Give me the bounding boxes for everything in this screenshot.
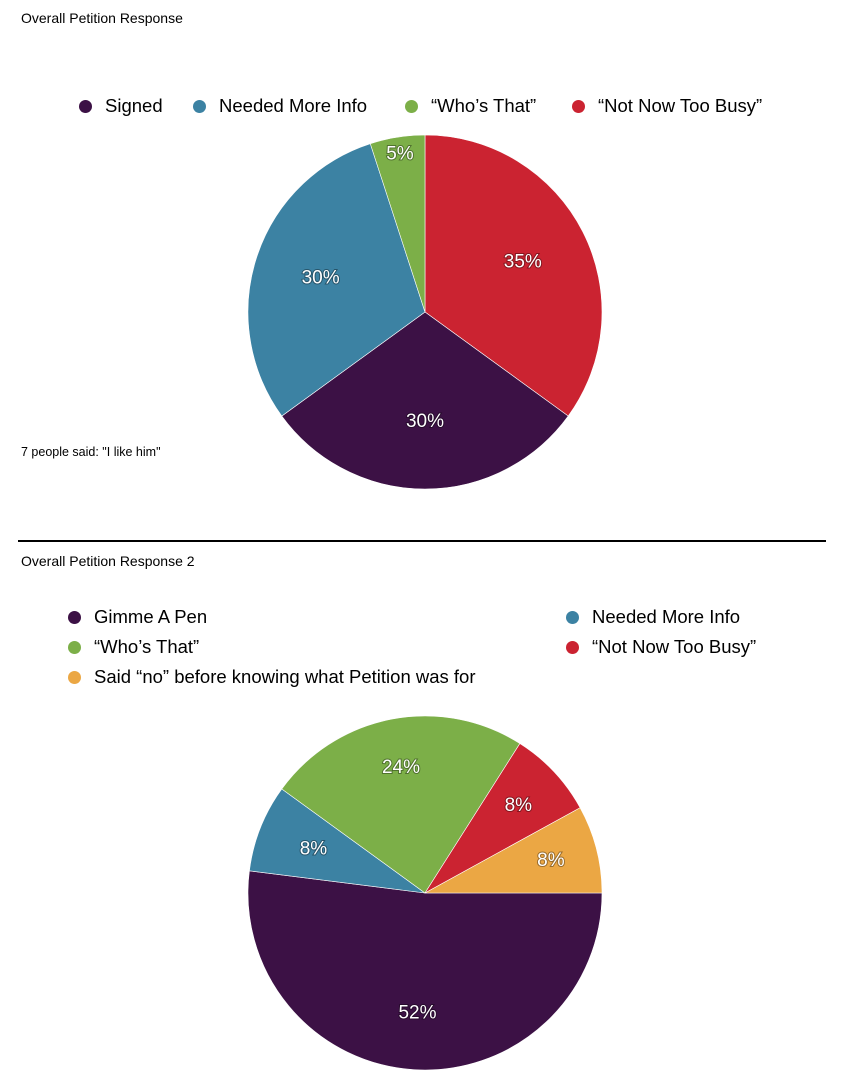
chart-1-legend-item-not-now-too-busy: “Not Now Too Busy” [572,95,762,117]
legend-label: Signed [105,95,163,116]
legend-label: “Who’s That” [94,636,200,657]
pie-label-not-now-too-busy: 35% [504,252,542,273]
chart-1-legend-item-needed-more-info: Needed More Info [193,95,367,117]
chart-1-legend-item-whos-that: “Who’s That” [405,95,536,117]
pie-label-said-no-before-knowing-what-petition-was-for: 8% [537,850,565,871]
pie-label-who-s-that: 24% [382,757,420,778]
chart-2-title: Overall Petition Response 2 [21,553,195,569]
pie-slice-signed [281,311,569,490]
legend-dot-icon [566,640,579,654]
chart-1-legend-item-signed: Signed [79,95,163,117]
legend-dot-icon [572,99,585,113]
pie-slice-who-s-that [369,134,426,313]
chart-2-legend-item-not-now-too-busy: “Not Now Too Busy” [566,636,756,658]
pie-slice-not-now-too-busy [424,134,603,417]
pie-label-not-now-too-busy: 8% [505,795,533,816]
legend-label: “Not Now Too Busy” [598,95,763,116]
legend-dot-icon [405,99,418,113]
legend-label: “Not Now Too Busy” [592,636,757,657]
pie-slice-needed-more-info [249,788,426,894]
pie-label-needed-more-info: 30% [302,268,340,289]
legend-dot-icon [193,99,206,113]
legend-label: Needed More Info [219,95,368,116]
chart-1-title: Overall Petition Response [21,10,183,26]
pie-slice-said-no-before-knowing-what-petition-was-for [424,807,603,894]
legend-dot-icon [68,610,81,624]
legend-label: Needed More Info [592,606,741,627]
pie-slice-not-now-too-busy [424,743,581,894]
legend-dot-icon [68,640,81,654]
legend-label: “Who’s That” [431,95,537,116]
section-divider [18,540,826,542]
pie-label-needed-more-info: 8% [300,838,328,859]
legend-dot-icon [566,610,579,624]
pie-slice-needed-more-info [247,143,426,417]
chart-2-legend-item-whos-that: “Who’s That” [68,636,199,658]
legend-dot-icon [79,99,92,113]
chart-2-legend-item-gimme-a-pen: Gimme A Pen [68,606,207,628]
chart-1-pie: 35% 30% 30% 5% [247,134,603,490]
pie-label-who-s-that: 5% [386,143,414,164]
legend-dot-icon [68,670,81,684]
chart-2-legend-item-needed-more-info: Needed More Info [566,606,740,628]
legend-label: Gimme A Pen [94,606,208,627]
chart-2-legend-item-said-no: Said “no” before knowing what Petition w… [68,666,476,688]
pie-slice-gimme-a-pen [247,870,603,1071]
legend-label: Said “no” before knowing what Petition w… [94,666,476,687]
annotation-note: 7 people said: "I like him" [21,445,161,459]
pie-label-gimme-a-pen: 52% [398,1002,436,1023]
pie-slice-who-s-that [281,715,521,894]
pie-label-signed: 30% [406,411,444,432]
